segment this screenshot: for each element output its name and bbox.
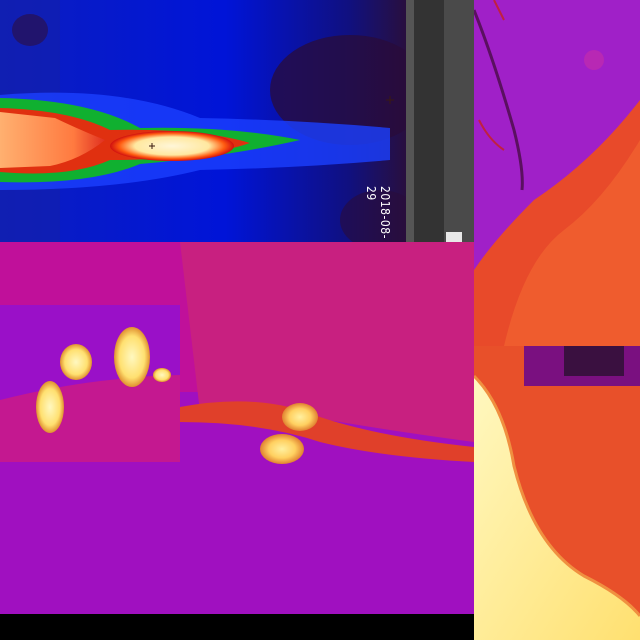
side-strip <box>406 0 474 242</box>
timestamp-label: 2018-08-29 <box>364 186 392 239</box>
lava-flow-bottom-right <box>474 346 640 640</box>
hotspot-inset <box>0 305 180 462</box>
ground-thermal-top-right <box>474 0 640 346</box>
thermal-plume-panel: 2018-08-29 <box>0 0 410 242</box>
